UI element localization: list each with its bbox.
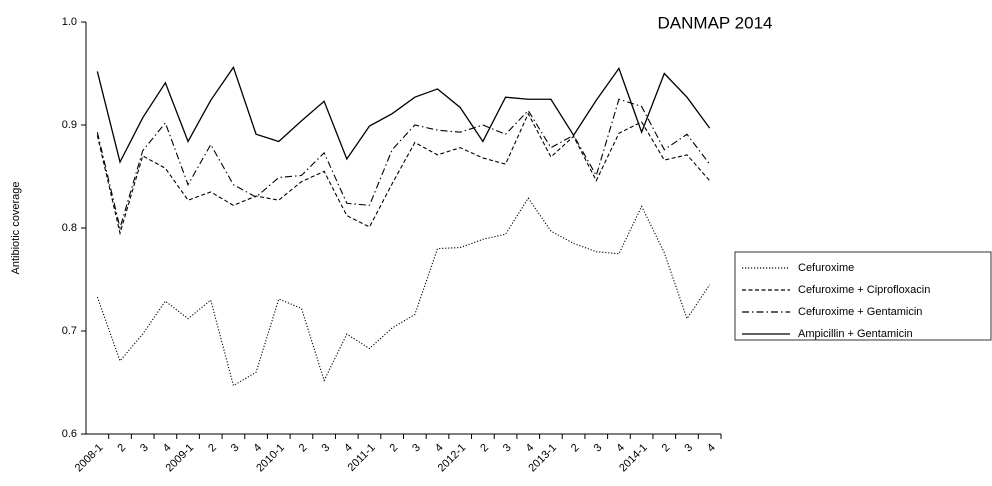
y-tick-label: 0.6 — [62, 428, 77, 440]
series-line — [96, 197, 711, 387]
series-line — [96, 98, 711, 231]
chart-title: DANMAP 2014 — [658, 13, 773, 32]
x-tick-label: 2 — [660, 442, 673, 455]
x-tick-label: 4 — [614, 442, 627, 455]
legend-label: Cefuroxime + Ciprofloxacin — [798, 284, 930, 296]
x-tick-label: 4 — [251, 442, 264, 455]
legend-label: Cefuroxime + Gentamicin — [798, 306, 922, 318]
x-tick-label: 2 — [569, 442, 582, 455]
y-tick-label: 0.8 — [62, 222, 77, 234]
x-tick-label: 3 — [410, 442, 423, 455]
x-tick-label: 4 — [161, 442, 174, 455]
x-tick-label: 2 — [206, 442, 219, 455]
x-tick-label: 4 — [433, 442, 446, 455]
series-line — [96, 112, 711, 236]
x-tick-label: 4 — [342, 442, 355, 455]
y-tick-label: 0.9 — [62, 119, 77, 131]
x-tick-label: 2008-1 — [73, 442, 106, 475]
x-tick-label: 3 — [592, 442, 605, 455]
x-tick-label: 4 — [524, 442, 537, 455]
legend-label: Ampicillin + Gentamicin — [798, 328, 913, 340]
legend-box — [734, 251, 992, 341]
x-tick-label: 2 — [388, 442, 401, 455]
x-tick-label: 4 — [705, 442, 718, 455]
x-tick-label: 2 — [478, 442, 491, 455]
y-tick-label: 1.0 — [62, 16, 77, 28]
x-tick-label: 3 — [501, 442, 514, 455]
legend-label: Cefuroxime — [798, 262, 854, 274]
x-tick-label: 2 — [115, 442, 128, 455]
series-line — [96, 65, 711, 164]
x-tick-label: 3 — [319, 442, 332, 455]
x-tick-label: 3 — [138, 442, 151, 455]
x-tick-label: 2 — [297, 442, 310, 455]
y-tick-label: 0.7 — [62, 325, 77, 337]
x-tick-label: 3 — [229, 442, 242, 455]
x-tick-label: 3 — [682, 442, 695, 455]
y-axis-label: Antibiotic coverage — [10, 182, 22, 275]
